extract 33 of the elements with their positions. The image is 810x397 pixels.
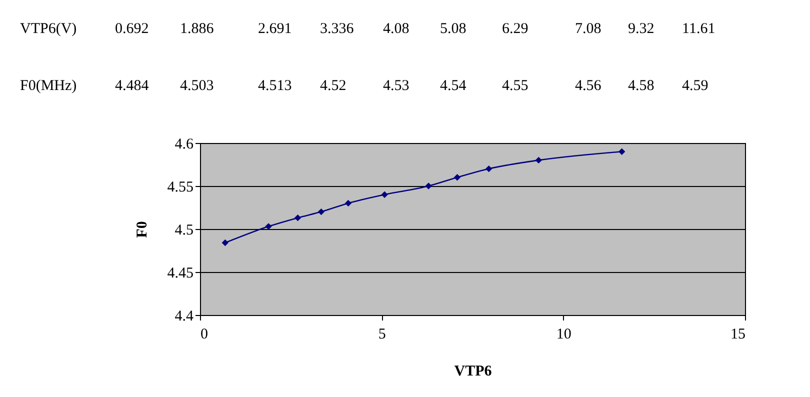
- y-tick-label: 4.45: [167, 266, 194, 282]
- text: 4.513: [258, 78, 292, 94]
- text: 7.08: [575, 21, 602, 37]
- x-tick-label: 10: [556, 326, 572, 342]
- y-tick-label: 4.55: [167, 180, 194, 196]
- text: 11.61: [682, 21, 716, 37]
- text: 6.29: [502, 21, 528, 37]
- text: 4.55: [502, 78, 528, 94]
- y-axis-title: F0: [134, 221, 150, 238]
- text: 3.336: [320, 21, 354, 37]
- text: 4.54: [440, 78, 467, 94]
- text: 9.32: [628, 21, 654, 37]
- y-tick-label: 4.4: [174, 308, 194, 324]
- text: 5.08: [440, 21, 466, 37]
- text: 4.56: [575, 78, 602, 94]
- text: 2.691: [258, 21, 292, 37]
- y-tick-label: 4.6: [174, 136, 194, 152]
- text: 4.53: [383, 78, 410, 94]
- text: 4.58: [628, 78, 654, 94]
- text: 4.503: [180, 78, 214, 94]
- x-tick-label: 5: [378, 326, 386, 342]
- text: 4.52: [320, 78, 346, 94]
- text: 0.692: [115, 21, 149, 37]
- text: 4.08: [383, 21, 410, 37]
- y-tick-label: 4.5: [174, 222, 194, 238]
- text: F0(MHz): [20, 78, 77, 94]
- text: 1.886: [180, 21, 214, 37]
- x-tick-label: 0: [200, 326, 208, 342]
- x-tick-label: 15: [730, 326, 746, 342]
- text: 4.484: [115, 78, 150, 94]
- text: VTP6(V): [20, 21, 77, 37]
- x-axis-title: VTP6: [454, 364, 492, 380]
- text: 4.59: [682, 78, 708, 94]
